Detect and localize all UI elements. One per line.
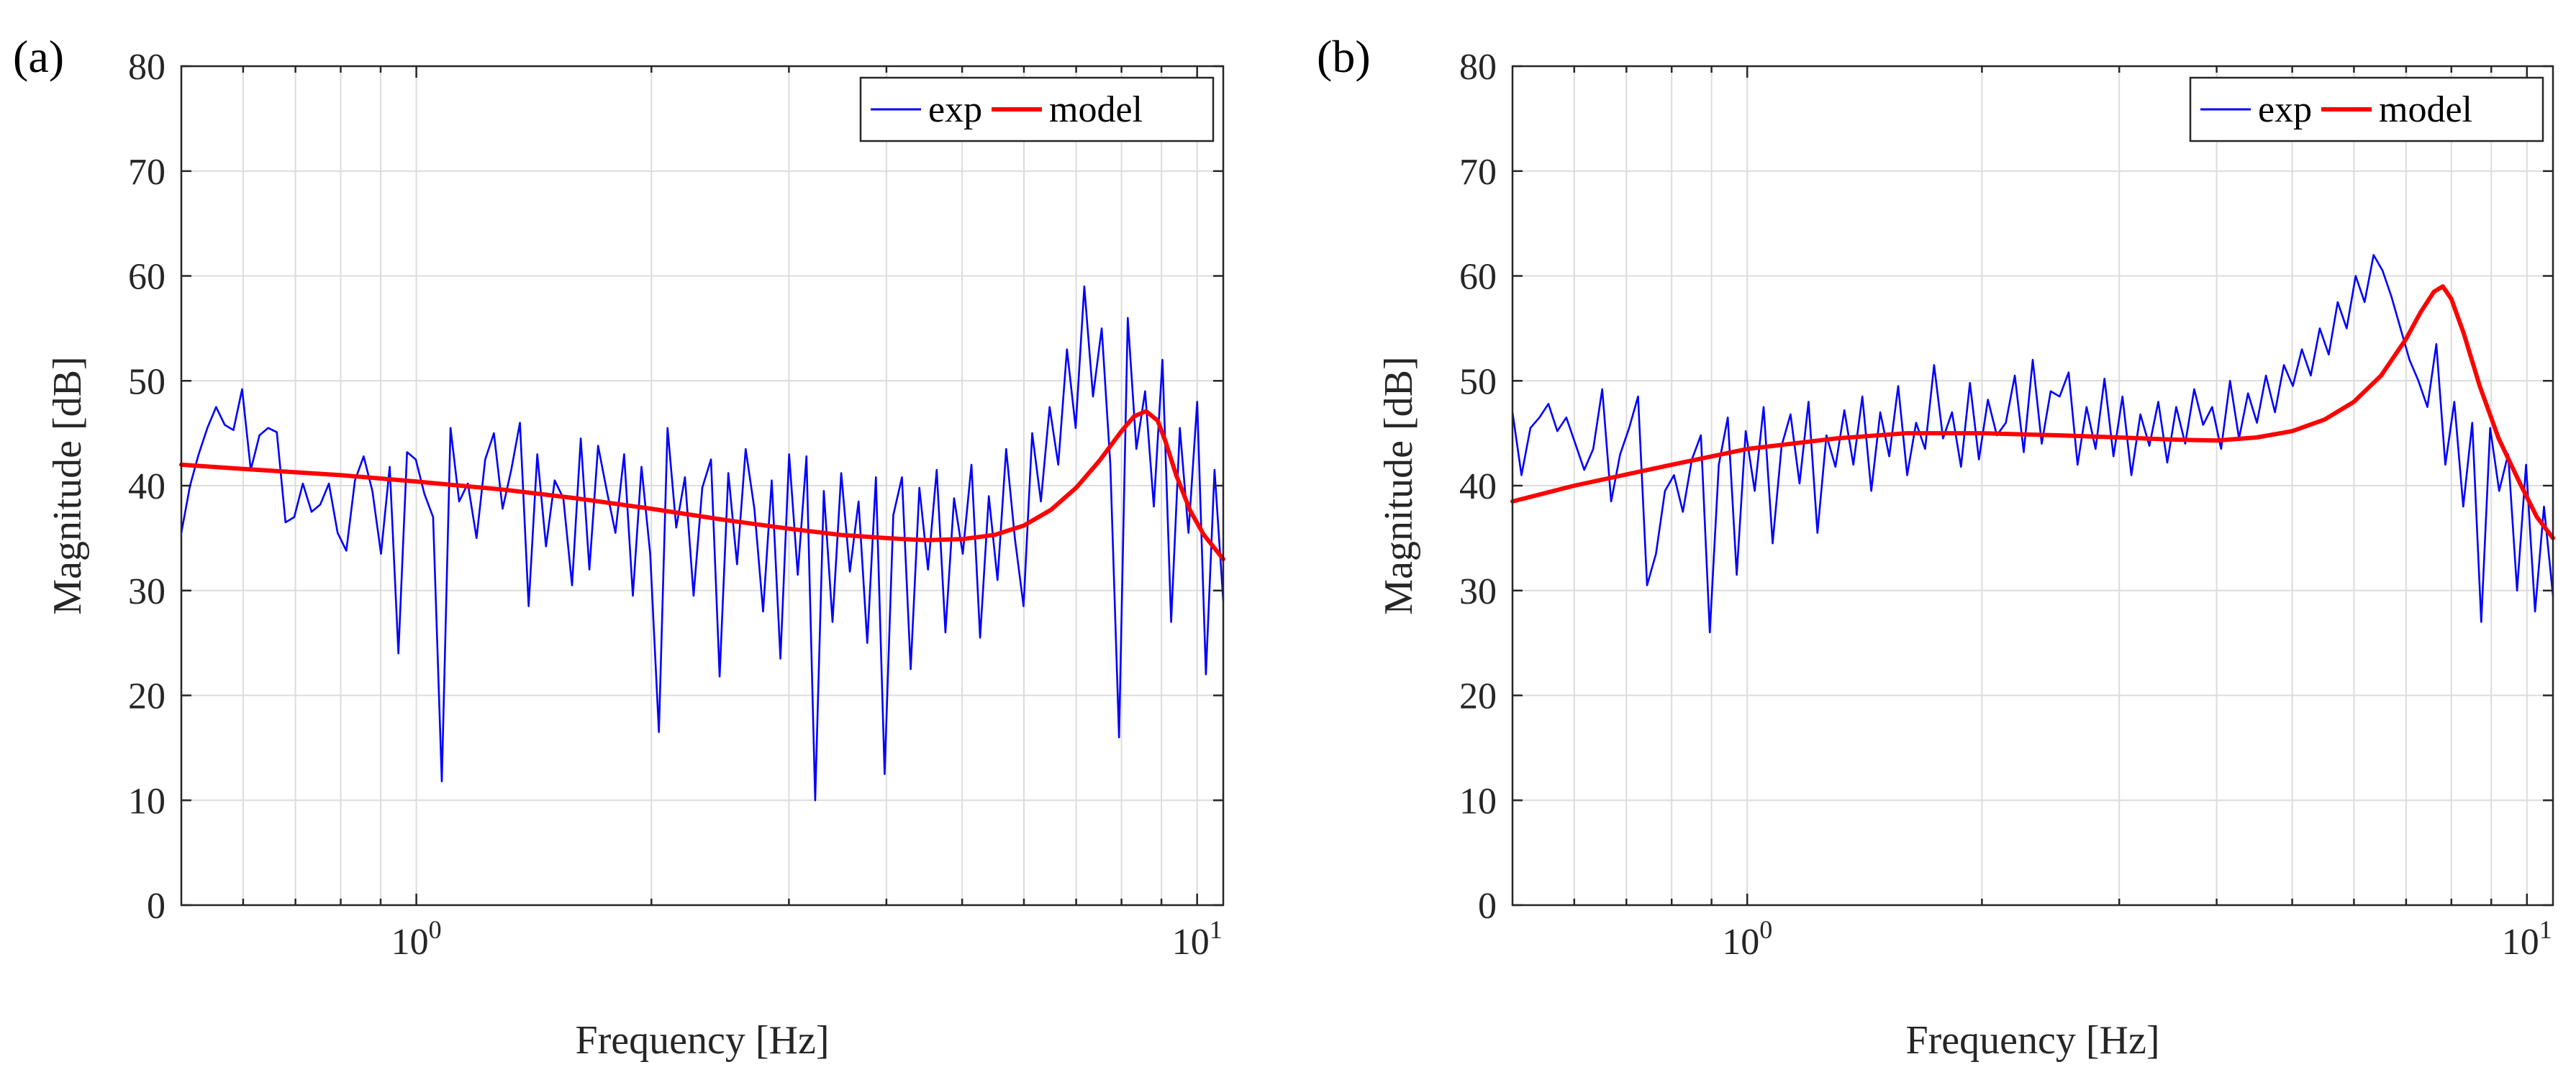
model-series-line — [1510, 284, 2555, 540]
chart-panel-a: 0 10 20 30 40 50 60 70 80 100 101 Frequency [Hz] Mag… — [13, 31, 1225, 1063]
model-series-line — [179, 409, 1225, 561]
legend-model-label: model — [2379, 89, 2472, 130]
y-tick-label: 70 — [1459, 152, 1497, 193]
y-tick-label: 30 — [128, 571, 165, 612]
legend: exp model — [859, 76, 1215, 142]
y-tick-label: 80 — [128, 47, 165, 88]
y-tick-label: 50 — [128, 361, 165, 402]
y-tick-label: 10 — [1459, 781, 1497, 822]
chart-panel-b: 0 10 20 30 40 50 60 70 80 100 101 Frequency [Hz] Mag… — [1317, 31, 2555, 1063]
y-tick-label: 0 — [147, 886, 165, 927]
x-tick-label: 101 — [1172, 915, 1223, 963]
x-tick-label: 100 — [1722, 915, 1772, 963]
exp-series-line — [1511, 254, 2554, 634]
y-tick-label: 0 — [1478, 886, 1497, 927]
y-tick-label: 20 — [1459, 676, 1497, 717]
y-tick-label: 70 — [128, 152, 165, 193]
y-tick-label: 10 — [128, 781, 165, 822]
y-tick-label: 30 — [1459, 571, 1497, 612]
y-tick-label: 80 — [1459, 47, 1497, 88]
y-axis-title: Magnitude [dB] — [45, 356, 90, 614]
y-tick-label: 50 — [1459, 361, 1497, 402]
legend-exp-label: exp — [2258, 89, 2312, 130]
y-tick-label: 20 — [128, 676, 165, 717]
exp-series-line — [180, 285, 1225, 802]
y-axis-title: Magnitude [dB] — [1377, 356, 1421, 614]
y-tick-label: 40 — [1459, 466, 1497, 507]
legend: exp model — [2189, 76, 2544, 142]
y-tick-label: 60 — [1459, 257, 1497, 298]
y-tick-label: 60 — [128, 257, 165, 298]
legend-exp-label: exp — [928, 89, 982, 130]
x-tick-label: 100 — [391, 915, 442, 963]
panel-label: (b) — [1317, 31, 1371, 82]
y-tick-label: 40 — [128, 466, 165, 507]
x-axis-title: Frequency [Hz] — [1906, 1018, 2160, 1063]
x-axis-title: Frequency [Hz] — [576, 1018, 830, 1063]
legend-model-label: model — [1049, 89, 1143, 130]
x-tick-label: 101 — [2502, 915, 2552, 963]
panel-label: (a) — [13, 31, 64, 82]
